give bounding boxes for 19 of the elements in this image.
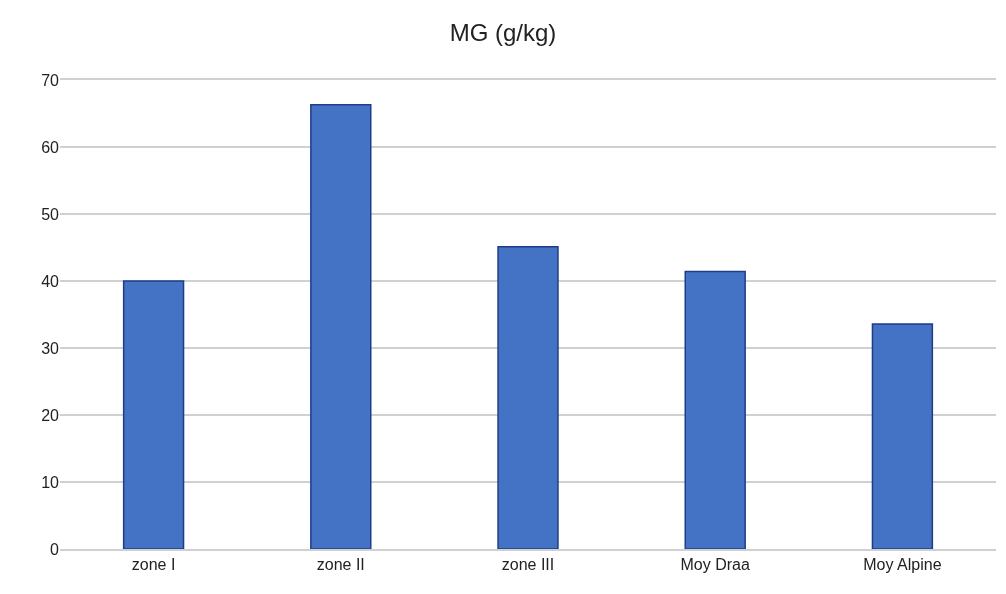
x-tick-label: zone III [501,555,555,573]
chart-title: MG (g/kg) [449,18,557,46]
bar [684,270,746,549]
bar [497,246,559,549]
x-tick-label: Moy Draa [680,555,750,573]
bar [310,104,372,549]
y-tick-label: 50 [41,205,60,223]
y-tick-label: 20 [41,406,60,424]
x-tick-label: zone II [316,555,365,573]
y-tick-label: 0 [50,540,60,558]
y-tick-label: 40 [41,272,60,290]
bar [122,280,185,549]
y-tick-label: 70 [41,71,60,89]
bar [871,323,934,549]
x-tick-label: zone I [131,555,176,573]
x-tick-label: Moy Alpine [863,555,942,573]
y-tick-label: 60 [41,138,60,156]
y-tick-label: 10 [41,473,60,491]
y-tick-label: 30 [41,339,60,357]
